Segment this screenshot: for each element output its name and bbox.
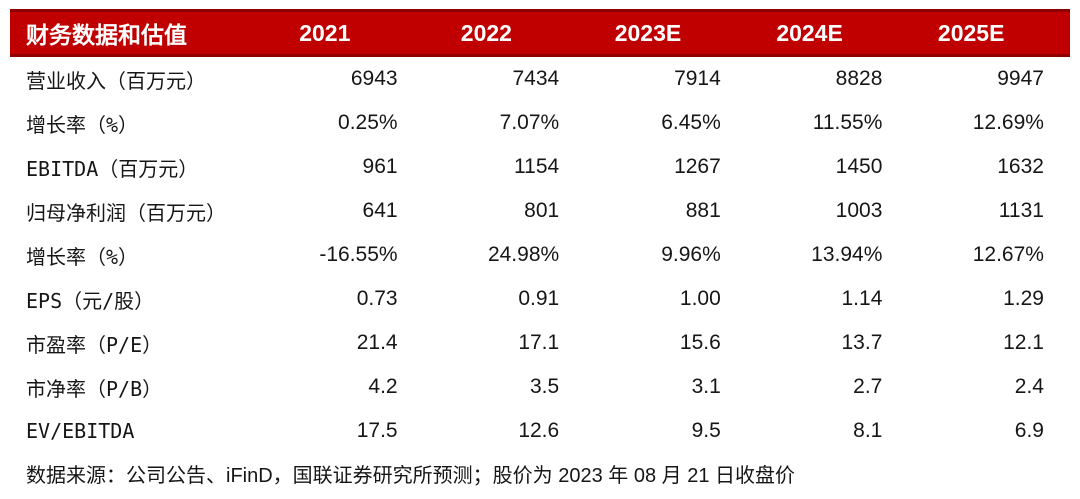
cell-value: 1632 [997, 155, 1044, 178]
row-label: 增长率（%） [26, 112, 139, 137]
table-header-title: 财务数据和估值 [26, 22, 187, 48]
table-header-2022: 2022 [460, 19, 512, 46]
cell-value: 6943 [350, 67, 398, 90]
table-row-pb: 市净率（P/B） 4.2 3.5 3.1 2.7 2.4 [10, 365, 1070, 409]
cell-value: -16.55% [319, 243, 398, 266]
cell-value: 1267 [674, 155, 721, 178]
cell-value: 12.69% [972, 111, 1044, 134]
cell-value: 881 [685, 199, 721, 222]
cell-value: 17.1 [518, 331, 560, 354]
row-label: EBITDA（百万元） [26, 156, 199, 181]
table-header-row: 财务数据和估值 2021 2022 2023E 2024E 2025E [10, 9, 1070, 57]
table-header-2025e: 2025E [937, 19, 1005, 46]
cell-value: 961 [362, 155, 398, 178]
cell-value: 15.6 [679, 331, 721, 354]
cell-value: 801 [524, 199, 560, 222]
row-label: EV/EBITDA [26, 419, 135, 443]
data-source-note: 数据来源：公司公告、iFinD，国联证券研究所预测；股价为 2023 年 08 … [26, 465, 795, 487]
cell-value: 2.7 [853, 375, 883, 398]
row-label: 营业收入（百万元） [26, 68, 206, 93]
row-label: 市净率（P/B） [26, 376, 163, 401]
cell-value: 12.67% [972, 243, 1044, 266]
cell-value: 6.9 [1014, 419, 1044, 442]
cell-value: 0.25% [338, 111, 398, 134]
cell-value: 8.1 [853, 419, 883, 442]
table-row-ebitda: EBITDA（百万元） 961 1154 1267 1450 1632 [10, 145, 1070, 189]
cell-value: 3.5 [529, 375, 560, 398]
cell-value: 4.2 [368, 375, 398, 398]
row-label: EPS（元/股） [26, 288, 155, 313]
cell-value: 641 [362, 199, 398, 222]
cell-value: 0.73 [356, 287, 398, 310]
cell-value: 1154 [514, 155, 560, 178]
table-row-revenue-growth: 增长率（%） 0.25% 7.07% 6.45% 11.55% 12.69% [10, 101, 1070, 145]
cell-value: 12.6 [518, 419, 560, 442]
cell-value: 12.1 [1003, 331, 1044, 354]
table-header-2021: 2021 [299, 19, 351, 46]
cell-value: 1450 [835, 155, 883, 178]
financial-estimates-table: 财务数据和估值 2021 2022 2023E 2024E 2025E 营业收入… [10, 9, 1070, 453]
cell-value: 0.91 [518, 287, 560, 310]
cell-value: 11.55% [812, 111, 883, 134]
cell-value: 13.7 [841, 331, 883, 354]
cell-value: 1.14 [841, 287, 883, 310]
cell-value: 1131 [998, 199, 1044, 222]
cell-value: 7434 [512, 67, 560, 90]
cell-value: 3.1 [691, 375, 721, 398]
table-header-2024e: 2024E [776, 19, 843, 46]
table-row-eps: EPS（元/股） 0.73 0.91 1.00 1.14 1.29 [10, 277, 1070, 321]
cell-value: 9.5 [691, 419, 721, 442]
table-row-pe: 市盈率（P/E） 21.4 17.1 15.6 13.7 12.1 [10, 321, 1070, 365]
cell-value: 8828 [835, 67, 883, 90]
table-row-ev-ebitda: EV/EBITDA 17.5 12.6 9.5 8.1 6.9 [10, 409, 1070, 453]
row-label: 增长率（%） [26, 244, 139, 269]
table-row-profit-growth: 增长率（%） -16.55% 24.98% 9.96% 13.94% 12.67… [10, 233, 1070, 277]
table-header-2023e: 2023E [614, 19, 682, 46]
row-label: 市盈率（P/E） [26, 332, 163, 357]
cell-value: 1003 [835, 199, 883, 222]
cell-value: 6.45% [661, 111, 721, 134]
cell-value: 7.07% [499, 111, 560, 134]
cell-value: 13.94% [811, 243, 883, 266]
cell-value: 2.4 [1014, 375, 1044, 398]
cell-value: 1.29 [1003, 287, 1044, 310]
cell-value: 7914 [674, 67, 721, 90]
cell-value: 17.5 [356, 419, 398, 442]
table-row-net-profit: 归母净利润（百万元） 641 801 881 1003 1131 [10, 189, 1070, 233]
cell-value: 24.98% [487, 243, 560, 266]
row-label: 归母净利润（百万元） [26, 200, 226, 225]
cell-value: 9.96% [661, 243, 721, 266]
cell-value: 21.4 [356, 331, 398, 354]
table-row-revenue: 营业收入（百万元） 6943 7434 7914 8828 9947 [10, 57, 1070, 101]
cell-value: 1.00 [679, 287, 721, 310]
cell-value: 9947 [997, 67, 1044, 90]
